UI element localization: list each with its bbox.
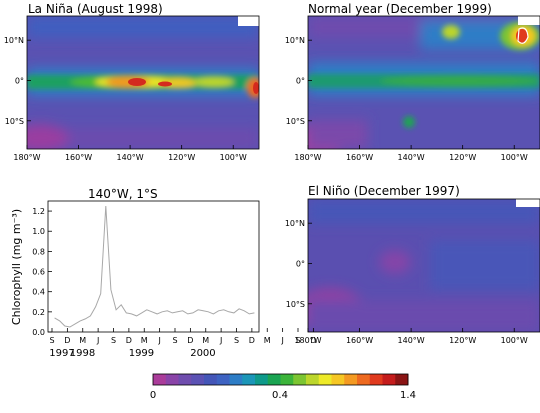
normal-lon-label: 100°W — [501, 153, 528, 162]
ts-year-label: 2000 — [190, 348, 215, 359]
timeseries-y-axis-label: Chlorophyll (mg m⁻³) — [10, 209, 23, 325]
ts-year-label: 1998 — [70, 348, 95, 359]
ts-y-tick-label: 0.0 — [32, 328, 45, 337]
ts-month-label: D — [310, 336, 316, 345]
ts-y-tick-label: 0.6 — [32, 268, 45, 277]
ts-month-label: S — [49, 336, 54, 345]
colorbar-swatch — [344, 374, 358, 385]
colorbar: 0 0.4 1.4 — [150, 373, 416, 401]
normal-lat-label: 0° — [296, 76, 305, 85]
ts-month-label: S — [295, 336, 300, 345]
el-nino-lat-label: 10°N — [285, 219, 305, 228]
timeseries-title: 140°W, 1°S — [88, 187, 158, 201]
ts-month-label: D — [249, 336, 255, 345]
la-nina-lat-label: 10°N — [4, 36, 24, 45]
normal-lon-label: 120°W — [449, 153, 476, 162]
la-nina-lon-label: 140°W — [117, 153, 144, 162]
ts-month-label: M — [264, 336, 271, 345]
colorbar-swatch — [165, 374, 179, 385]
colorbar-swatch — [255, 374, 269, 385]
ts-month-label: S — [172, 336, 177, 345]
colorbar-swatch — [280, 374, 294, 385]
colorbar-swatch — [382, 374, 396, 385]
colorbar-min-label: 0 — [150, 390, 156, 401]
map-normal-year — [308, 16, 540, 149]
el-nino-lon-label: 180°W — [294, 336, 321, 345]
colorbar-max-label: 1.4 — [400, 390, 416, 401]
colorbar-swatch — [306, 374, 320, 385]
la-nina-lat-label: 10°S — [5, 117, 24, 126]
la-nina-lat-label: 0° — [15, 76, 24, 85]
la-nina-lon-label: 120°W — [168, 153, 195, 162]
colorbar-swatch — [153, 374, 167, 385]
ts-month-label: S — [111, 336, 116, 345]
chlorophyll-series-line — [54, 205, 255, 328]
colorbar-swatch — [191, 374, 205, 385]
ts-month-label: J — [219, 336, 222, 345]
colorbar-swatch — [369, 374, 383, 385]
ts-y-tick-label: 0.8 — [32, 247, 45, 256]
colorbar-swatch — [204, 374, 218, 385]
colorbar-swatch — [229, 374, 243, 385]
el-nino-title: El Niño (December 1997) — [308, 184, 460, 198]
colorbar-swatch — [318, 374, 332, 385]
la-nina-title: La Niña (August 1998) — [28, 2, 163, 16]
la-nina-lon-label: 180°W — [13, 153, 40, 162]
colorbar-swatch — [216, 374, 230, 385]
ts-month-label: M — [202, 336, 209, 345]
ts-y-tick-label: 1.2 — [32, 207, 45, 216]
timeseries-y-ticks: 0.0 0.2 0.4 0.6 0.8 1.0 1.2 — [32, 207, 52, 337]
ts-y-tick-label: 1.0 — [32, 227, 45, 236]
colorbar-swatch — [242, 374, 256, 385]
normal-lon-label: 140°W — [398, 153, 425, 162]
colorbar-swatch — [357, 374, 371, 385]
normal-lon-label: 180°W — [294, 153, 321, 162]
ts-month-label: J — [96, 336, 99, 345]
ts-month-label: J — [280, 336, 283, 345]
ts-y-tick-label: 0.2 — [32, 308, 45, 317]
ts-month-label: D — [64, 336, 70, 345]
ts-month-label: J — [157, 336, 160, 345]
el-nino-lon-label: 160°W — [346, 336, 373, 345]
normal-lat-label: 10°S — [286, 117, 305, 126]
la-nina-lon-label: 100°W — [220, 153, 247, 162]
ts-month-label: M — [141, 336, 148, 345]
colorbar-mid-label: 0.4 — [272, 390, 288, 401]
normal-year-title: Normal year (December 1999) — [308, 2, 492, 16]
ts-month-label: D — [126, 336, 132, 345]
el-nino-lat-label: 0° — [296, 259, 305, 268]
colorbar-swatch — [178, 374, 192, 385]
colorbar-swatch — [293, 374, 307, 385]
el-nino-lon-label: 120°W — [449, 336, 476, 345]
normal-lat-label: 10°N — [285, 36, 305, 45]
colorbar-swatch — [395, 374, 409, 385]
ts-year-label: 1999 — [129, 348, 154, 359]
el-nino-lat-label: 10°S — [286, 300, 305, 309]
colorbar-swatch — [267, 374, 281, 385]
ts-month-label: D — [187, 336, 193, 345]
map-el-nino — [308, 199, 540, 332]
ts-month-label: M — [79, 336, 86, 345]
la-nina-lon-label: 160°W — [65, 153, 92, 162]
map-la-nina — [27, 16, 259, 149]
el-nino-lon-label: 140°W — [398, 336, 425, 345]
ts-month-label: S — [234, 336, 239, 345]
normal-lon-label: 160°W — [346, 153, 373, 162]
colorbar-swatch — [331, 374, 345, 385]
el-nino-lon-label: 100°W — [501, 336, 528, 345]
ts-y-tick-label: 0.4 — [32, 288, 45, 297]
ts-year-label: 1997 — [49, 348, 74, 359]
map-axis-ticks: 180°W 160°W 140°W 120°W 100°W 10°N 0° 10°S 180°W… — [4, 36, 528, 345]
